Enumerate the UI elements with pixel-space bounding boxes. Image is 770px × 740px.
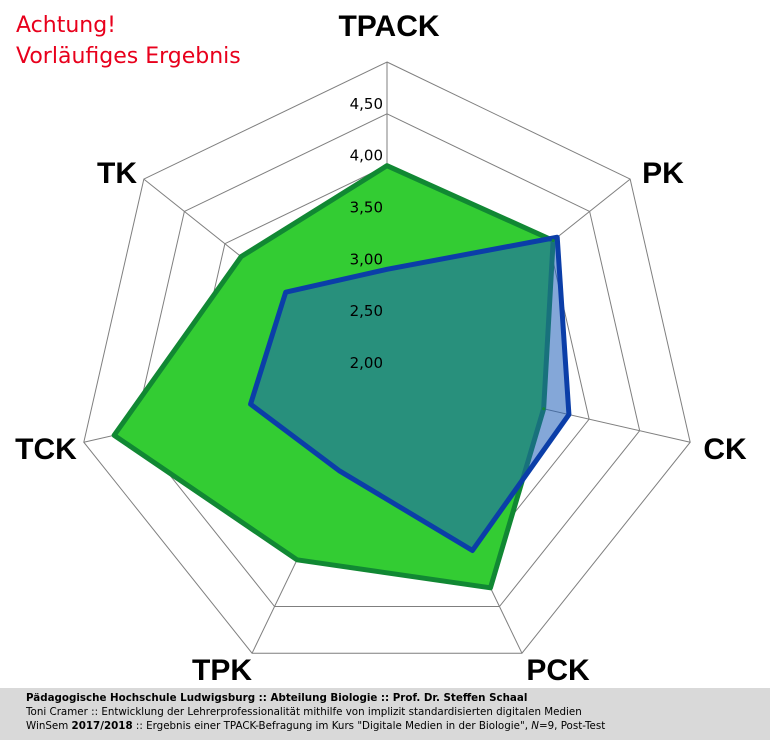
tick-label: 3,50 xyxy=(350,199,383,217)
series-1-point xyxy=(112,433,116,437)
footer-survey-text: :: Ergebnis einer TPACK-Befragung im Kur… xyxy=(132,720,532,732)
warning-subtitle: Vorläufiges Ergebnis xyxy=(16,44,241,69)
footer-institution: Pädagogische Hochschule Ludwigsburg :: A… xyxy=(26,692,528,704)
axis-label-pck: PCK xyxy=(526,654,590,687)
radar-tick-labels: 2,00 2,50 3,00 3,50 4,00 4,50 xyxy=(350,95,383,372)
series-2-point xyxy=(284,290,288,294)
series-1-point xyxy=(488,586,492,590)
footer-n-value: =9 xyxy=(538,720,555,732)
series-2-point xyxy=(470,548,474,552)
grid-ring xyxy=(83,61,691,654)
warning-title: Achtung! xyxy=(16,13,116,38)
footer-n-symbol: N xyxy=(531,720,539,732)
footer-survey: WinSem 2017/2018 :: Ergebnis einer TPACK… xyxy=(26,719,770,733)
tick-label: 4,00 xyxy=(350,147,383,165)
footer-project: Toni Cramer :: Entwicklung der Lehrerpro… xyxy=(26,706,582,718)
axis-label-tk: TK xyxy=(97,157,137,190)
footer-credits: Pädagogische Hochschule Ludwigsburg :: A… xyxy=(0,688,770,740)
axis-label-ck: CK xyxy=(703,433,747,466)
tick-label: 2,50 xyxy=(350,302,383,320)
axis-label-tpack: TPACK xyxy=(338,10,439,43)
grid-ring xyxy=(133,113,641,608)
tick-label: 2,00 xyxy=(350,354,383,372)
series-2-point xyxy=(338,469,342,473)
footer-semester: 2017/2018 xyxy=(71,720,133,732)
axis-label-tck: TCK xyxy=(15,433,77,466)
radar-series xyxy=(111,163,572,591)
series-2-area xyxy=(248,234,572,553)
series-1-point xyxy=(239,255,243,259)
footer-posttest: , Post-Test xyxy=(554,720,606,732)
radar-chart: 2,00 2,50 3,00 3,50 4,00 4,50 TPACK PK CK PCK TPK… xyxy=(15,10,747,687)
series-2-point xyxy=(555,235,559,239)
tick-label: 3,00 xyxy=(350,250,383,268)
warning-note: Achtung! Vorläufiges Ergebnis xyxy=(16,10,241,72)
radar-axis-labels: TPACK PK CK PCK TPK TCK TK xyxy=(15,10,747,687)
series-2-point xyxy=(385,267,389,271)
axis-label-tpk: TPK xyxy=(192,654,252,687)
series-2-point xyxy=(567,413,571,417)
footer-semester-prefix: WinSem xyxy=(26,720,72,732)
series-1-point xyxy=(385,164,389,168)
series-1-point xyxy=(295,558,299,562)
series-2-point xyxy=(249,402,253,406)
series-1-point xyxy=(551,238,555,242)
axis-label-pk: PK xyxy=(642,157,684,190)
tick-label: 4,50 xyxy=(350,95,383,113)
series-1-point xyxy=(542,407,546,411)
